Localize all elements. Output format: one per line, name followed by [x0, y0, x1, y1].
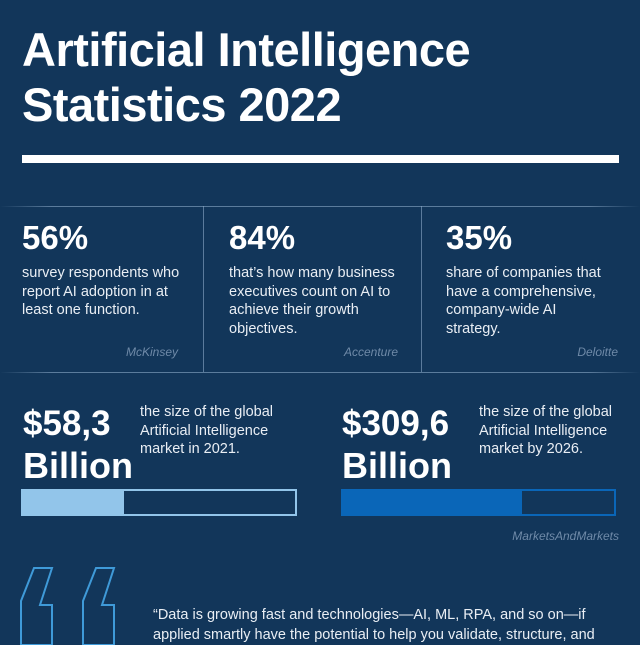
- stat-source: McKinsey: [125, 345, 178, 359]
- stat-value: 35%: [446, 219, 513, 256]
- market-2026-bar-fill: [343, 491, 522, 514]
- market-2021-unit: Billion: [23, 445, 133, 486]
- stat-card-mckinsey: 56% survey respondents who report AI ado…: [22, 206, 179, 372]
- stat-value: 56%: [22, 219, 89, 256]
- stats-grid-divider-1: [203, 206, 204, 372]
- market-2021-amount: $58,3: [23, 404, 111, 443]
- stat-source: Accenture: [343, 345, 398, 359]
- title-line-2: Statistics 2022: [22, 78, 342, 131]
- stat-card-accenture: 84% that’s how many business executives …: [229, 206, 398, 372]
- market-2021-description: the size of the global Artificial Intell…: [140, 404, 274, 457]
- title-divider: [22, 155, 619, 163]
- stats-grid-top-line: [0, 206, 640, 207]
- stats-grid-bottom-line: [0, 372, 640, 373]
- stat-description: that’s how many business executives coun…: [229, 265, 395, 337]
- page-title: Artificial Intelligence Statistics 2022: [22, 22, 471, 132]
- stat-card-deloitte: 35% share of companies that have a compr…: [446, 206, 618, 372]
- market-2026-amount: $309,6: [342, 404, 450, 443]
- market-2026-description: the size of the global Artificial Intell…: [479, 404, 613, 457]
- stats-grid-divider-2: [421, 206, 422, 372]
- quote-marks-icon: [20, 567, 116, 645]
- stat-value: 84%: [229, 219, 296, 256]
- market-2026-unit: Billion: [342, 445, 452, 486]
- market-source: MarketsAndMarkets: [512, 529, 619, 543]
- stat-description: share of companies that have a comprehen…: [446, 265, 601, 337]
- market-2021-bar-fill: [23, 491, 124, 514]
- title-line-1: Artificial Intelligence: [22, 23, 471, 76]
- stat-description: survey respondents who report AI adoptio…: [22, 265, 180, 318]
- stat-source: Deloitte: [577, 345, 618, 359]
- market-2021-progress-bar: [21, 489, 297, 516]
- quote-text: “Data is growing fast and technologies—A…: [153, 607, 595, 643]
- market-2026-progress-bar: [341, 489, 616, 516]
